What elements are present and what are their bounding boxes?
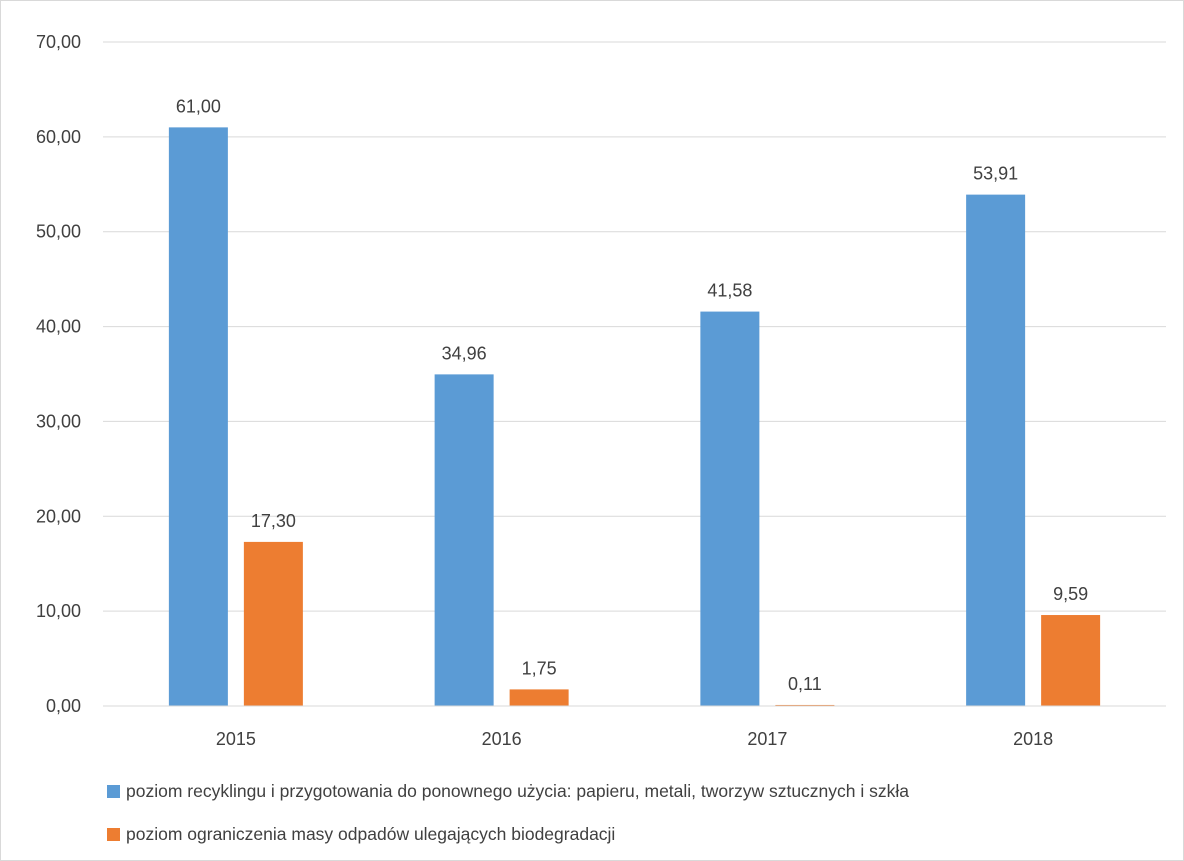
y-tick-label: 20,00 [36,506,81,526]
legend: poziom recyklingu i przygotowania do pon… [107,781,909,844]
x-tick-label-2017: 2017 [747,729,787,749]
y-tick-label: 70,00 [36,32,81,52]
data-label-recycling-2017: 41,58 [707,281,752,301]
y-axis-tick-labels: 0,00 10,00 20,00 30,00 40,00 50,00 60,00 70,00 [36,32,81,716]
data-label-recycling-2015: 61,00 [176,96,221,116]
y-tick-label: 40,00 [36,317,81,337]
data-label-recycling-2018: 53,91 [973,164,1018,184]
bar-recycling-2017 [700,311,760,706]
data-label-biodegradable-2018: 9,59 [1053,584,1088,604]
data-label-biodegradable-2015: 17,30 [251,511,296,531]
x-axis-tick-labels: 2015 2016 2017 2018 [216,729,1053,749]
y-tick-label: 50,00 [36,222,81,242]
data-label-biodegradable-2017: 0,11 [788,674,822,694]
bar-recycling-2015 [168,127,228,706]
legend-label-biodegradable: poziom ograniczenia masy odpadów ulegają… [126,824,615,844]
bar-biodegradable-2018 [1041,615,1101,706]
data-label-recycling-2016: 34,96 [442,343,487,363]
y-tick-label: 10,00 [36,601,81,621]
legend-label-recycling: poziom recyklingu i przygotowania do pon… [126,781,909,801]
x-tick-label-2015: 2015 [216,729,256,749]
legend-swatch-biodegradable [107,828,120,841]
y-tick-label: 30,00 [36,411,81,431]
data-labels: 61,00 17,30 34,96 1,75 41,58 0,11 53,91 9,59 [176,96,1088,694]
bar-biodegradable-2017 [775,704,835,706]
bar-biodegradable-2016 [509,689,569,706]
data-label-biodegradable-2016: 1,75 [522,658,557,678]
legend-item-recycling: poziom recyklingu i przygotowania do pon… [107,781,909,801]
y-tick-label: 60,00 [36,127,81,147]
x-tick-label-2018: 2018 [1013,729,1053,749]
bar-recycling-2016 [434,374,494,706]
x-tick-label-2016: 2016 [482,729,522,749]
legend-item-biodegradable: poziom ograniczenia masy odpadów ulegają… [107,824,615,844]
bars [168,127,1101,707]
bar-biodegradable-2015 [243,541,303,706]
legend-swatch-recycling [107,785,120,798]
bar-recycling-2018 [966,194,1026,707]
y-tick-label: 0,00 [46,696,81,716]
